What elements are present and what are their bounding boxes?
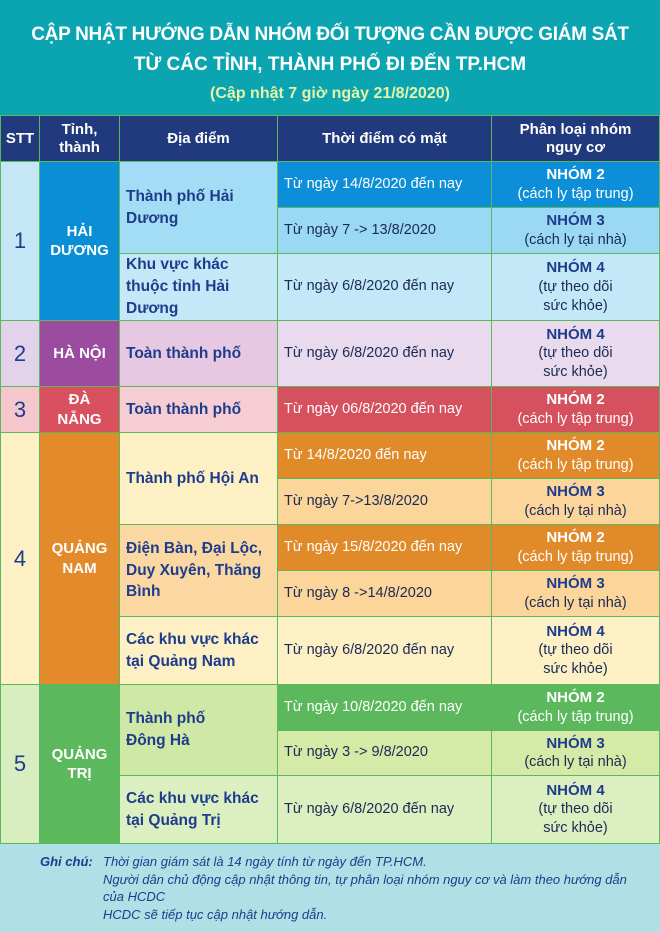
note-line: Người dân chủ động cập nhật thông tin, t… — [103, 871, 627, 905]
group-label: NHÓM 2 — [546, 529, 605, 547]
header-location: Địa điểm — [119, 115, 278, 162]
title-line-1: CẬP NHẬT HƯỚNG DẪN NHÓM ĐỐI TƯỢNG CẦN ĐƯ… — [31, 24, 629, 45]
row-4-time-2: Từ ngày 7->13/8/2020 — [277, 478, 492, 525]
group-label: NHÓM 3 — [546, 483, 605, 501]
row-2-group: NHÓM 4 (tự theo dõi sức khỏe) — [491, 320, 660, 387]
group-label: NHÓM 4 — [546, 622, 605, 640]
group-desc: sức khỏe) — [543, 364, 608, 381]
row-1-location-1: Thành phố Hải Dương — [119, 161, 278, 254]
row-1-group-1: NHÓM 2 (cách ly tập trung) — [491, 161, 660, 208]
row-2-time: Từ ngày 6/8/2020 đến nay — [277, 320, 492, 387]
row-4-stt: 4 — [0, 432, 40, 685]
group-desc: (cách ly tại nhà) — [524, 502, 627, 519]
group-label: NHÓM 2 — [546, 689, 605, 707]
row-4-group-3: NHÓM 2 (cách ly tập trung) — [491, 524, 660, 571]
row-5-location-1: Thành phố Đông Hà — [119, 684, 278, 776]
group-label: NHÓM 4 — [546, 325, 605, 343]
row-4-time-4: Từ ngày 8 ->14/8/2020 — [277, 570, 492, 617]
header-time: Thời điểm có mặt — [277, 115, 492, 162]
subtitle: (Cập nhật 7 giờ ngày 21/8/2020) — [210, 85, 450, 102]
row-1-time-2: Từ ngày 7 -> 13/8/2020 — [277, 207, 492, 254]
row-4-time-1: Từ 14/8/2020 đến nay — [277, 432, 492, 479]
row-3-location: Toàn thành phố — [119, 386, 278, 433]
group-desc: (cách ly tập trung) — [517, 548, 634, 565]
row-4-group-4: NHÓM 3 (cách ly tại nhà) — [491, 570, 660, 617]
group-desc: sức khỏe) — [543, 297, 608, 314]
group-desc: (cách ly tại nhà) — [524, 754, 627, 771]
row-4-time-5: Từ ngày 6/8/2020 đến nay — [277, 616, 492, 685]
notes-label: Ghi chú: — [40, 854, 93, 869]
row-5-group-3: NHÓM 4 (tự theo dõi sức khỏe) — [491, 775, 660, 844]
row-3-stt: 3 — [0, 386, 40, 433]
row-4-time-3: Từ ngày 15/8/2020 đến nay — [277, 524, 492, 571]
row-5-stt: 5 — [0, 684, 40, 844]
group-desc: (tự theo dõi — [538, 642, 613, 659]
row-2-stt: 2 — [0, 320, 40, 387]
row-5-time-2: Từ ngày 3 -> 9/8/2020 — [277, 730, 492, 776]
row-1-location-2: Khu vực khác thuộc tỉnh Hải Dương — [119, 253, 278, 321]
row-3-group: NHÓM 2 (cách ly tập trung) — [491, 386, 660, 433]
row-1-group-2: NHÓM 3 (cách ly tại nhà) — [491, 207, 660, 254]
group-label: NHÓM 2 — [546, 391, 605, 409]
group-label: NHÓM 2 — [546, 437, 605, 455]
group-desc: (cách ly tập trung) — [517, 185, 634, 202]
row-4-group-1: NHÓM 2 (cách ly tập trung) — [491, 432, 660, 479]
note-line: HCDC sẽ tiếp tục cập nhật hướng dẫn. — [103, 906, 328, 922]
row-4-group-2: NHÓM 3 (cách ly tại nhà) — [491, 478, 660, 525]
row-5-group-2: NHÓM 3 (cách ly tại nhà) — [491, 730, 660, 776]
group-label: NHÓM 4 — [546, 781, 605, 799]
group-desc: (cách ly tập trung) — [517, 410, 634, 427]
row-1-province: HẢI DƯƠNG — [39, 161, 120, 321]
group-desc: sức khỏe) — [543, 661, 608, 678]
row-1-group-3: NHÓM 4 (tự theo dõi sức khỏe) — [491, 253, 660, 321]
group-label: NHÓM 2 — [546, 166, 605, 184]
notes: Ghi chú: Thời gian giám sát là 14 ngày t… — [0, 843, 660, 932]
group-desc: (cách ly tập trung) — [517, 456, 634, 473]
title-banner: CẬP NHẬT HƯỚNG DẪN NHÓM ĐỐI TƯỢNG CẦN ĐƯ… — [0, 0, 660, 115]
row-3-time: Từ ngày 06/8/2020 đến nay — [277, 386, 492, 433]
group-desc: (tự theo dõi — [538, 345, 613, 362]
row-1-stt: 1 — [0, 161, 40, 321]
row-1-time-1: Từ ngày 14/8/2020 đến nay — [277, 161, 492, 208]
header-province: Tỉnh, thành — [39, 115, 120, 162]
row-4-location-1: Thành phố Hội An — [119, 432, 278, 525]
row-5-province: QUẢNG TRỊ — [39, 684, 120, 844]
group-desc: (tự theo dõi — [538, 801, 613, 818]
row-4-location-3: Các khu vực khác tại Quảng Nam — [119, 616, 278, 685]
group-desc: (cách ly tập trung) — [517, 708, 634, 725]
group-desc: (tự theo dõi — [538, 278, 613, 295]
group-label: NHÓM 3 — [546, 575, 605, 593]
row-5-group-1: NHÓM 2 (cách ly tập trung) — [491, 684, 660, 731]
group-label: NHÓM 3 — [546, 212, 605, 230]
row-4-province: QUẢNG NAM — [39, 432, 120, 685]
row-5-time-3: Từ ngày 6/8/2020 đến nay — [277, 775, 492, 844]
row-4-location-2: Điện Bàn, Đại Lộc, Duy Xuyên, Thăng Bình — [119, 524, 278, 617]
group-desc: (cách ly tại nhà) — [524, 231, 627, 248]
header-stt: STT — [0, 115, 40, 162]
notes-text: Thời gian giám sát là 14 ngày tính từ ng… — [103, 853, 643, 923]
header-group: Phân loại nhóm nguy cơ — [491, 115, 660, 162]
row-5-location-2: Các khu vực khác tại Quảng Trị — [119, 775, 278, 844]
row-3-province: ĐÀ NẴNG — [39, 386, 120, 433]
row-4-group-5: NHÓM 4 (tự theo dõi sức khỏe) — [491, 616, 660, 685]
row-5-time-1: Từ ngày 10/8/2020 đến nay — [277, 684, 492, 731]
row-1-time-3: Từ ngày 6/8/2020 đến nay — [277, 253, 492, 321]
note-line: Thời gian giám sát là 14 ngày tính từ ng… — [103, 854, 427, 869]
row-2-location: Toàn thành phố — [119, 320, 278, 387]
group-label: NHÓM 3 — [546, 734, 605, 752]
row-2-province: HÀ NỘI — [39, 320, 120, 387]
group-desc: sức khỏe) — [543, 820, 608, 837]
title-line-2: TỪ CÁC TỈNH, THÀNH PHỐ ĐI ĐẾN TP.HCM — [133, 54, 527, 75]
group-desc: (cách ly tại nhà) — [524, 594, 627, 611]
group-label: NHÓM 4 — [546, 259, 605, 277]
